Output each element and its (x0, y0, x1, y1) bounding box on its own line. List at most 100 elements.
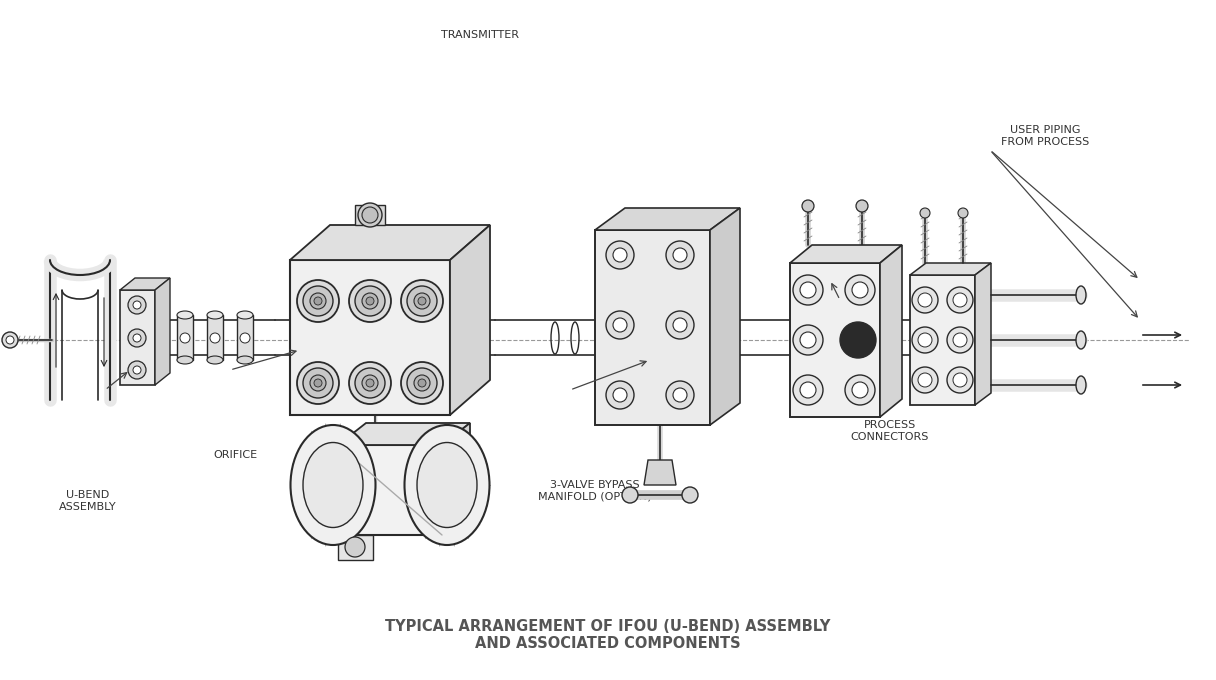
Circle shape (672, 248, 687, 262)
Circle shape (947, 327, 973, 353)
Circle shape (401, 362, 443, 404)
Circle shape (133, 301, 141, 309)
Circle shape (6, 336, 15, 344)
Text: USER PIPING
FROM PROCESS: USER PIPING FROM PROCESS (1001, 125, 1090, 147)
Polygon shape (237, 315, 253, 360)
Circle shape (310, 293, 326, 309)
Circle shape (803, 200, 814, 212)
Circle shape (958, 208, 968, 218)
Ellipse shape (1076, 376, 1086, 394)
Ellipse shape (291, 425, 376, 545)
Circle shape (793, 275, 823, 305)
Circle shape (418, 297, 426, 305)
Circle shape (912, 287, 938, 313)
Polygon shape (910, 275, 975, 405)
Text: ORIFICE: ORIFICE (213, 450, 257, 460)
Circle shape (682, 487, 698, 503)
Circle shape (613, 248, 627, 262)
Circle shape (314, 297, 322, 305)
Circle shape (800, 282, 816, 298)
Circle shape (210, 333, 220, 343)
Polygon shape (450, 225, 490, 415)
Circle shape (349, 362, 392, 404)
Circle shape (845, 275, 876, 305)
Circle shape (180, 333, 190, 343)
Circle shape (310, 375, 326, 391)
Circle shape (303, 368, 333, 398)
Circle shape (800, 332, 816, 348)
Circle shape (852, 332, 868, 348)
Circle shape (128, 329, 146, 347)
Circle shape (666, 381, 694, 409)
Polygon shape (710, 208, 741, 425)
Circle shape (666, 311, 694, 339)
Circle shape (303, 286, 333, 316)
Circle shape (672, 388, 687, 402)
Circle shape (840, 322, 876, 358)
Polygon shape (289, 260, 450, 415)
Circle shape (401, 280, 443, 322)
Circle shape (606, 381, 634, 409)
Polygon shape (790, 263, 880, 417)
Circle shape (912, 327, 938, 353)
Circle shape (240, 333, 250, 343)
Circle shape (793, 375, 823, 405)
Circle shape (953, 373, 967, 387)
Polygon shape (178, 315, 193, 360)
Ellipse shape (405, 425, 490, 545)
Polygon shape (975, 263, 991, 405)
Circle shape (407, 368, 437, 398)
Circle shape (355, 286, 385, 316)
Circle shape (921, 208, 930, 218)
Circle shape (362, 375, 378, 391)
Circle shape (355, 368, 385, 398)
Polygon shape (880, 245, 902, 417)
Ellipse shape (237, 356, 253, 364)
Polygon shape (595, 208, 741, 230)
Polygon shape (910, 263, 991, 275)
Circle shape (613, 318, 627, 332)
Circle shape (418, 379, 426, 387)
Polygon shape (154, 278, 170, 385)
Circle shape (856, 200, 868, 212)
Polygon shape (207, 315, 223, 360)
Circle shape (413, 293, 430, 309)
Polygon shape (441, 423, 471, 535)
Circle shape (918, 333, 931, 347)
Circle shape (366, 297, 375, 305)
Text: TYPICAL ARRANGEMENT OF IFOU (U-BEND) ASSEMBLY
AND ASSOCIATED COMPONENTS: TYPICAL ARRANGEMENT OF IFOU (U-BEND) ASS… (385, 619, 831, 651)
Circle shape (297, 362, 339, 404)
Circle shape (362, 207, 378, 223)
Ellipse shape (417, 443, 477, 528)
Ellipse shape (207, 356, 223, 364)
Ellipse shape (207, 311, 223, 319)
Ellipse shape (237, 311, 253, 319)
Text: 3-VALVE BYPASS
MANIFOLD (OPTION): 3-VALVE BYPASS MANIFOLD (OPTION) (539, 480, 652, 502)
Circle shape (314, 379, 322, 387)
Polygon shape (790, 245, 902, 263)
Ellipse shape (1076, 331, 1086, 349)
Circle shape (413, 375, 430, 391)
Circle shape (128, 361, 146, 379)
Circle shape (297, 280, 339, 322)
Circle shape (793, 325, 823, 355)
Circle shape (2, 332, 18, 348)
Bar (338, 535, 373, 560)
Polygon shape (644, 460, 676, 485)
Circle shape (366, 379, 375, 387)
Circle shape (947, 367, 973, 393)
Text: PROCESS
CONNECTORS: PROCESS CONNECTORS (851, 420, 929, 441)
Circle shape (407, 286, 437, 316)
Circle shape (606, 311, 634, 339)
Circle shape (912, 367, 938, 393)
Circle shape (845, 325, 876, 355)
Circle shape (918, 293, 931, 307)
Ellipse shape (1076, 286, 1086, 304)
Circle shape (852, 282, 868, 298)
Text: U-BEND
ASSEMBLY: U-BEND ASSEMBLY (60, 490, 117, 511)
Circle shape (672, 318, 687, 332)
Ellipse shape (178, 311, 193, 319)
Circle shape (800, 382, 816, 398)
Circle shape (953, 293, 967, 307)
Circle shape (845, 375, 876, 405)
